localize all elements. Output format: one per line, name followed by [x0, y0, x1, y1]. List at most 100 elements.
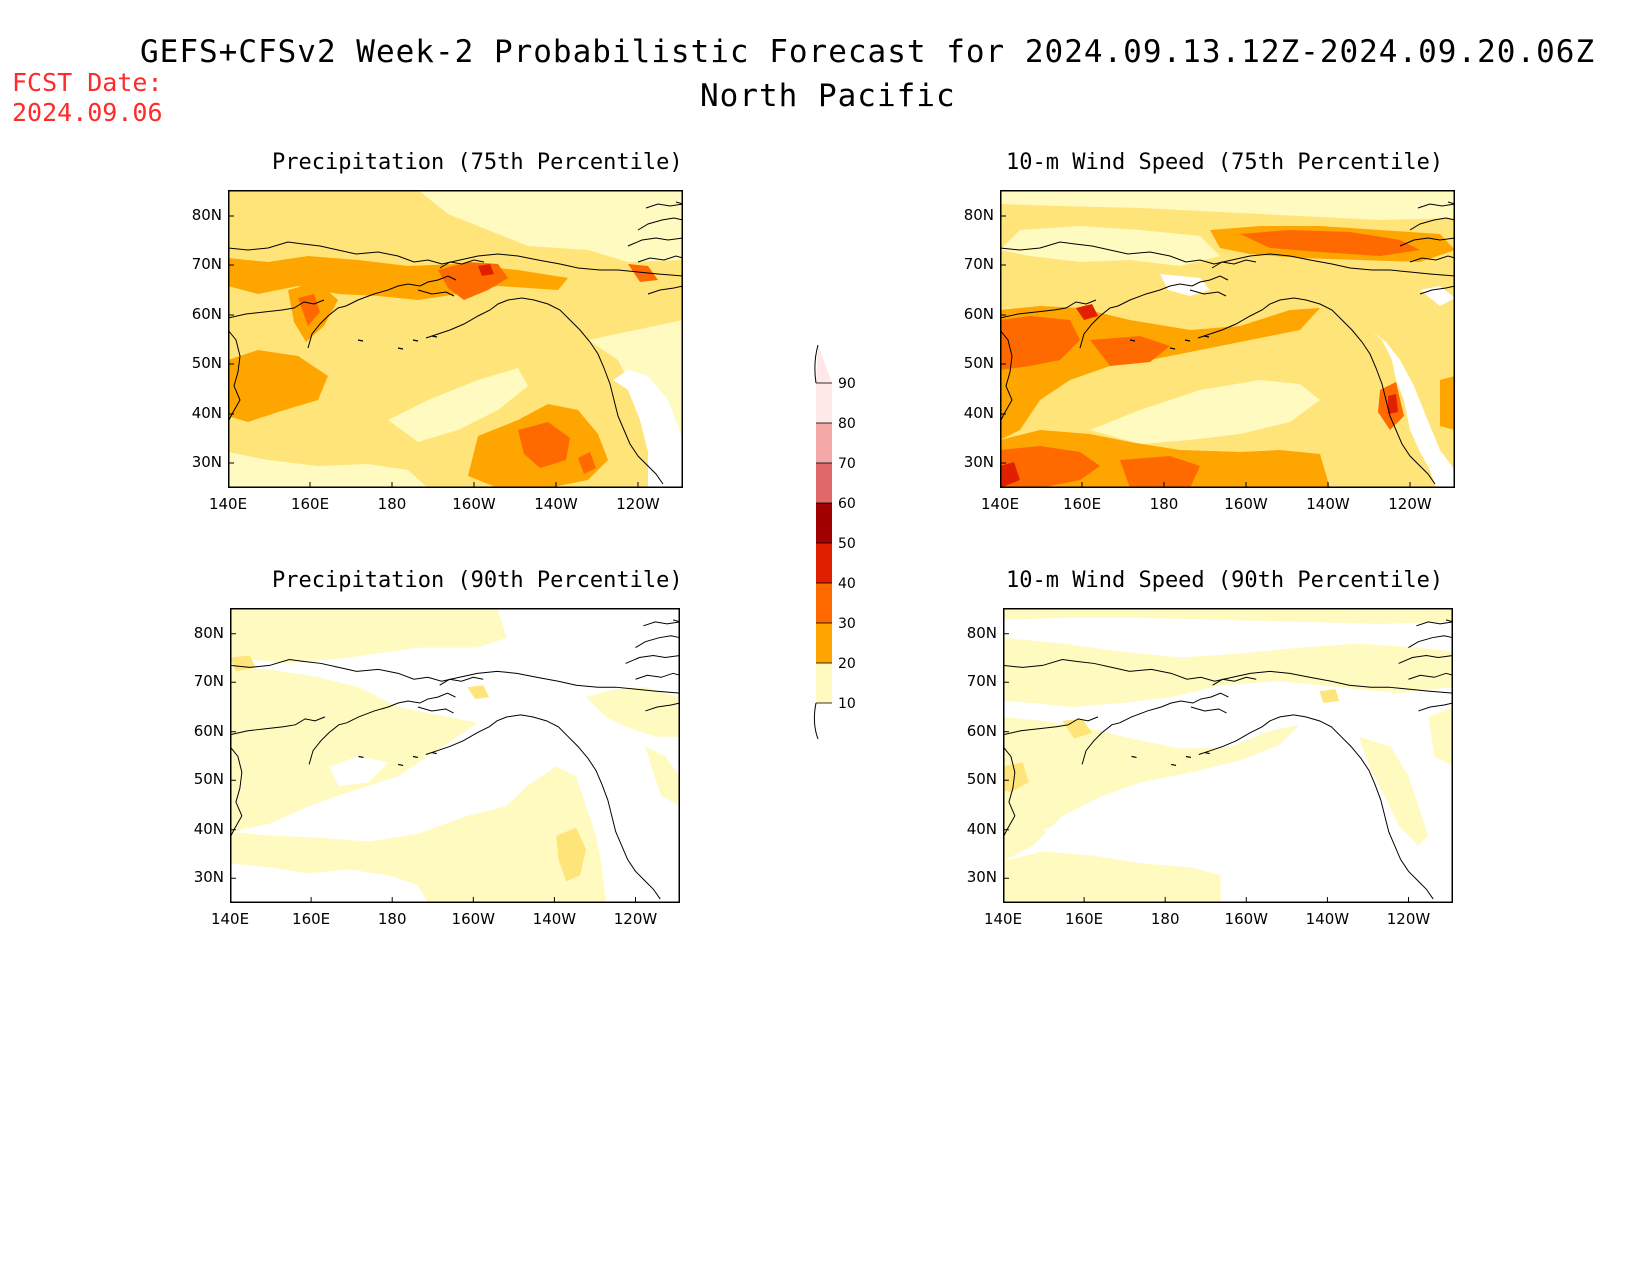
- contour-fill: [518, 422, 570, 468]
- lat-tick-label: 70N: [191, 255, 222, 273]
- contour-fill: [1090, 336, 1170, 366]
- region-subtitle: North Pacific: [700, 78, 956, 114]
- lat-tick-label: 80N: [191, 206, 222, 224]
- contour-fill: [1388, 394, 1398, 414]
- coastline: [1417, 203, 1455, 209]
- colorbar-swatch: [816, 623, 832, 663]
- colorbar-label: 70: [838, 456, 856, 472]
- island: [1185, 755, 1192, 759]
- contour-fill: [1000, 226, 1220, 266]
- coastline: [1079, 305, 1119, 349]
- island: [431, 335, 438, 338]
- colorbar-lower-tip: [816, 703, 832, 739]
- lat-tick-label: 80N: [193, 623, 224, 642]
- coastline: [1119, 692, 1229, 724]
- island: [1131, 755, 1137, 759]
- contour-fill: [1359, 736, 1429, 846]
- island: [398, 763, 404, 766]
- colorbar-swatch: [816, 663, 832, 703]
- panel-title-wind-90: 10-m Wind Speed (90th Percentile): [1006, 568, 1444, 593]
- lon-tick-label: 160W: [1224, 910, 1269, 928]
- lon-tick-label: 160E: [290, 495, 330, 513]
- colorbar-label: 50: [838, 536, 856, 552]
- coastline: [1409, 255, 1455, 263]
- map-wind-90: [1003, 608, 1453, 903]
- lon-tick-label: 160E: [292, 910, 331, 928]
- coastline: [1419, 285, 1455, 295]
- colorbar: 10 20 30 40 50 60 70 80 90: [813, 344, 856, 740]
- coastline: [308, 722, 347, 765]
- coastline: [439, 676, 484, 686]
- panel-title-precip-75: Precipitation (75th Percentile): [272, 150, 683, 175]
- contour-fill: [228, 350, 328, 422]
- coastline: [417, 706, 454, 714]
- colorbar-label: 10: [838, 696, 856, 712]
- contour-fill: [230, 766, 606, 903]
- lon-tick-label: 140E: [980, 495, 1020, 513]
- lon-tick-label: 160E: [1062, 495, 1102, 513]
- contour-fill: [228, 452, 428, 488]
- contour-fill: [478, 264, 494, 276]
- coastline: [228, 299, 325, 319]
- contour-fill: [1000, 462, 1020, 488]
- colorbar-upper-outline: [814, 344, 819, 384]
- coastline: [643, 621, 680, 627]
- lon-tick-label: 120W: [613, 910, 658, 928]
- contour-fill: [1319, 689, 1340, 704]
- lat-tick-label: 70N: [193, 672, 224, 691]
- colorbar-label: 40: [838, 576, 856, 592]
- map-frame: [230, 608, 680, 903]
- contour-fill-low: [1042, 815, 1162, 844]
- coastline: [1003, 716, 1099, 736]
- coastline: [1190, 706, 1227, 714]
- coastline: [1398, 655, 1453, 664]
- coastline: [637, 255, 683, 263]
- contour-fill: [1003, 608, 1453, 624]
- island: [1204, 751, 1210, 755]
- coastline: [1416, 621, 1453, 627]
- coastline: [439, 259, 485, 269]
- coastline: [417, 289, 455, 297]
- colorbar-label: 30: [838, 616, 856, 632]
- coastline: [1003, 658, 1453, 694]
- lon-tick-label: 140W: [534, 495, 578, 513]
- contour-fill: [418, 190, 683, 262]
- contour-fill: [1090, 380, 1320, 444]
- contour-fill-low: [1370, 330, 1455, 488]
- contour-fill: [645, 746, 680, 806]
- coastline: [230, 746, 243, 838]
- coastline: [1198, 714, 1434, 900]
- contour-fill: [1000, 190, 1455, 220]
- island: [431, 751, 437, 755]
- coastline: [1409, 217, 1455, 231]
- island: [397, 347, 404, 350]
- coastline: [625, 655, 680, 664]
- lat-tick-label: 40N: [193, 819, 224, 838]
- lat-tick-label: 30N: [193, 868, 224, 887]
- contour-fill: [388, 368, 528, 442]
- island: [1203, 335, 1210, 338]
- contour-fill: [1003, 637, 1453, 707]
- coastline: [1408, 672, 1453, 680]
- coastline: [645, 702, 680, 712]
- contour-fill: [1120, 456, 1200, 488]
- coastline: [307, 305, 347, 349]
- contour-fill: [230, 667, 478, 832]
- coastline: [230, 658, 680, 694]
- island: [1169, 347, 1176, 350]
- colorbar-swatch: [816, 463, 832, 503]
- contour-fill: [230, 608, 507, 664]
- fcst-date-value: 2024.09.06: [12, 98, 163, 127]
- lon-tick-label: 180: [377, 495, 407, 513]
- lat-tick-label: 50N: [966, 770, 997, 789]
- island: [1184, 339, 1191, 342]
- contour-fill: [556, 827, 587, 882]
- contour-fill-low: [613, 370, 683, 488]
- contour-fill: [1000, 446, 1100, 488]
- lat-tick-label: 50N: [191, 354, 222, 372]
- coastline: [1197, 297, 1436, 485]
- colorbar-label: 20: [838, 656, 856, 672]
- colorbar-swatch: [816, 543, 832, 583]
- coastline: [346, 692, 456, 724]
- lat-tick-label: 40N: [963, 404, 994, 422]
